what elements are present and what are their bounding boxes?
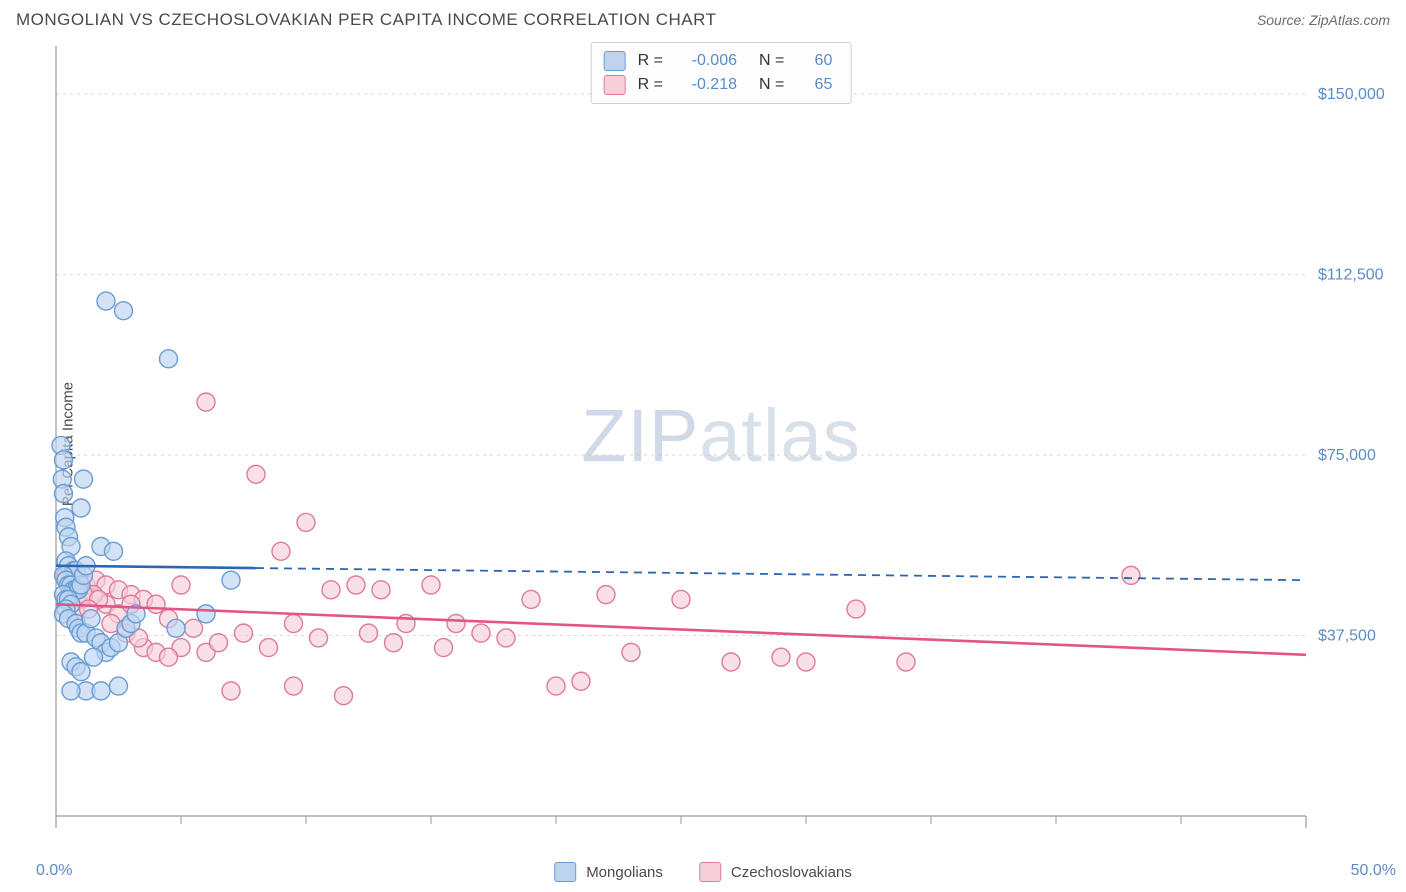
- n-value-1: 60: [796, 52, 832, 70]
- source-label: Source: ZipAtlas.com: [1257, 12, 1390, 28]
- legend-label-1: Mongolians: [586, 864, 663, 881]
- title-bar: MONGOLIAN VS CZECHOSLOVAKIAN PER CAPITA …: [0, 0, 1406, 36]
- svg-text:$150,000: $150,000: [1318, 86, 1385, 103]
- svg-text:$37,500: $37,500: [1318, 628, 1376, 645]
- chart-container: Per Capita Income $37,500$75,000$112,500…: [14, 42, 1392, 846]
- scatter-chart: $37,500 $75,000 $112,500 $150,000: [50, 42, 1392, 846]
- n-label-2: N =: [759, 76, 784, 94]
- legend-item-2: Czechoslovakians: [699, 862, 852, 882]
- footer: 0.0% Mongolians Czechoslovakians 50.0%: [0, 848, 1406, 892]
- n-label-1: N =: [759, 52, 784, 70]
- x-tick-end: 50.0%: [1351, 862, 1396, 880]
- legend: Mongolians Czechoslovakians: [554, 862, 852, 882]
- swatch-series-2: [604, 75, 626, 95]
- n-value-2: 65: [796, 76, 832, 94]
- swatch-series-1: [604, 51, 626, 71]
- r-label-2: R =: [638, 76, 663, 94]
- legend-label-2: Czechoslovakians: [731, 864, 852, 881]
- plot-area: $37,500$75,000$112,500$150,000 ZIPatlas …: [50, 42, 1392, 846]
- svg-text:$112,500: $112,500: [1318, 267, 1384, 284]
- x-tick-start: 0.0%: [36, 862, 72, 880]
- legend-swatch-1: [554, 862, 576, 882]
- stat-row-1: R = -0.006 N = 60: [604, 49, 833, 73]
- r-value-2: -0.218: [675, 76, 737, 94]
- svg-text:$75,000: $75,000: [1318, 447, 1376, 464]
- legend-item-1: Mongolians: [554, 862, 663, 882]
- legend-swatch-2: [699, 862, 721, 882]
- r-value-1: -0.006: [675, 52, 737, 70]
- page-title: MONGOLIAN VS CZECHOSLOVAKIAN PER CAPITA …: [16, 10, 716, 30]
- r-label-1: R =: [638, 52, 663, 70]
- stat-row-2: R = -0.218 N = 65: [604, 73, 833, 97]
- correlation-stats-box: R = -0.006 N = 60 R = -0.218 N = 65: [591, 42, 852, 104]
